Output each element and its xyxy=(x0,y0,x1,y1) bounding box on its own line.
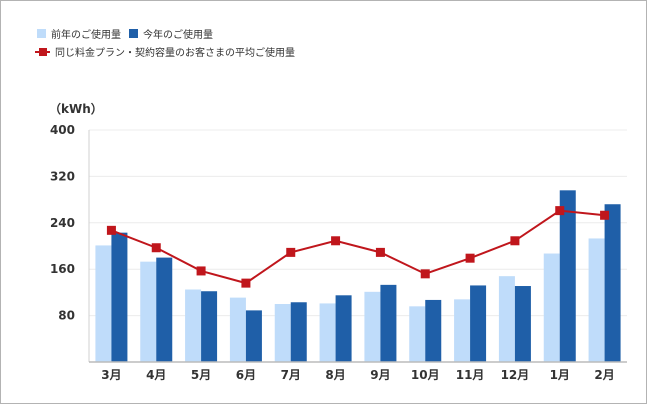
y-axis-unit: （kWh） xyxy=(49,101,103,116)
x-tick-label: 1月 xyxy=(550,368,570,382)
bar-prev-year xyxy=(319,303,336,362)
bar-prev-year xyxy=(588,238,605,362)
y-tick-label: 320 xyxy=(50,169,75,183)
legend-label-prev-year: 前年のご使用量 xyxy=(51,28,121,41)
bar-this-year xyxy=(245,310,262,362)
y-tick-label: 400 xyxy=(50,123,75,137)
x-tick-label: 3月 xyxy=(101,368,121,382)
x-tick-label: 8月 xyxy=(325,368,345,382)
average-point xyxy=(375,247,385,257)
bar-this-year xyxy=(111,232,128,362)
y-tick-label: 160 xyxy=(50,262,75,276)
x-axis-ticks: 3月 4月 5月 6月 7月 8月 9月 10月 11月 12月 1月 2月 xyxy=(101,368,615,382)
average-line xyxy=(106,206,610,288)
bar-this-year xyxy=(425,299,442,362)
x-tick-label: 11月 xyxy=(456,368,485,382)
y-axis-ticks: 80 160 240 320 400 xyxy=(50,123,75,323)
legend: 前年のご使用量 今年のご使用量 同じ料金プラン・契約容量のお客さまの平均ご使用量 xyxy=(35,28,295,59)
y-tick-label: 80 xyxy=(58,309,75,323)
legend-marker-average xyxy=(39,48,47,56)
legend-label-average: 同じ料金プラン・契約容量のお客さまの平均ご使用量 xyxy=(55,46,295,59)
average-point xyxy=(151,243,161,253)
average-point xyxy=(106,225,116,235)
x-tick-label: 12月 xyxy=(501,368,530,382)
average-point xyxy=(241,278,251,288)
bar-this-year xyxy=(156,257,173,362)
bar-this-year xyxy=(201,291,218,362)
x-tick-label: 2月 xyxy=(594,368,614,382)
bar-this-year xyxy=(380,284,397,362)
bar-prev-year xyxy=(229,297,246,362)
bar-prev-year xyxy=(498,276,515,362)
average-point xyxy=(420,269,430,279)
legend-swatch-this-year xyxy=(129,29,138,38)
bars xyxy=(95,190,621,362)
y-tick-label: 240 xyxy=(50,216,75,230)
bar-prev-year xyxy=(409,306,426,362)
x-tick-label: 10月 xyxy=(411,368,440,382)
bar-prev-year xyxy=(140,261,157,362)
legend-swatch-prev-year xyxy=(37,29,46,38)
bar-prev-year xyxy=(185,289,202,362)
grid xyxy=(89,129,627,317)
average-point xyxy=(555,206,565,216)
x-tick-label: 5月 xyxy=(191,368,211,382)
average-point xyxy=(510,236,520,246)
bar-prev-year xyxy=(364,291,381,362)
average-point xyxy=(600,210,610,220)
x-tick-label: 4月 xyxy=(146,368,166,382)
x-tick-label: 7月 xyxy=(281,368,301,382)
bar-this-year xyxy=(335,295,352,362)
legend-label-this-year: 今年のご使用量 xyxy=(143,28,213,41)
bar-prev-year xyxy=(274,304,291,362)
bar-this-year xyxy=(514,286,531,362)
bar-this-year xyxy=(470,285,487,362)
bar-prev-year xyxy=(543,253,560,362)
bar-prev-year xyxy=(454,299,471,362)
average-point xyxy=(196,266,206,276)
x-tick-label: 6月 xyxy=(236,368,256,382)
x-tick-label: 9月 xyxy=(370,368,390,382)
axes xyxy=(88,130,627,363)
bar-this-year xyxy=(290,302,307,362)
bar-this-year xyxy=(559,190,576,362)
average-point xyxy=(465,253,475,263)
average-point xyxy=(286,247,296,257)
average-line-path xyxy=(111,209,605,285)
average-point xyxy=(331,236,341,246)
bar-this-year xyxy=(604,204,621,362)
bar-prev-year xyxy=(95,245,112,362)
